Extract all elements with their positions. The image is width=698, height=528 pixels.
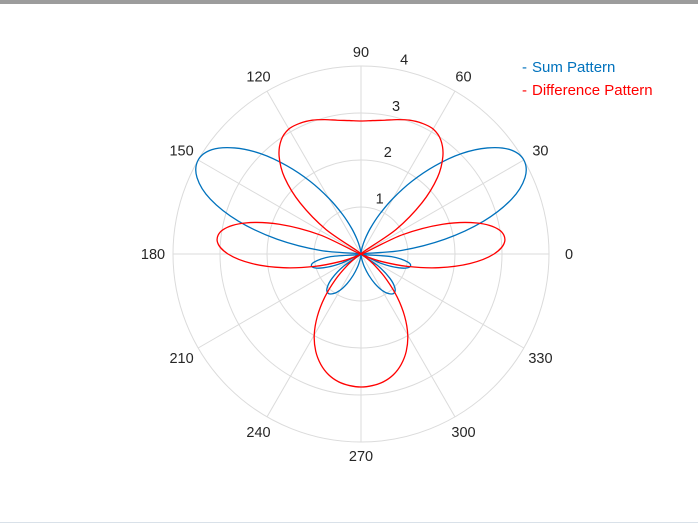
curve-difference-pattern [216, 118, 506, 388]
theta-tick-label-300: 300 [451, 425, 475, 441]
theta-tick-label-270: 270 [349, 449, 373, 465]
theta-tick-label-180: 180 [141, 247, 165, 263]
r-tick-label-1: 1 [376, 191, 384, 207]
r-tick-label-4: 4 [400, 53, 408, 69]
theta-tick-label-150: 150 [169, 144, 193, 160]
window-top-border [0, 0, 698, 4]
legend-item-difference-pattern: - Difference Pattern [522, 79, 653, 102]
theta-tick-label-30: 30 [532, 144, 548, 160]
pattern-curves [195, 118, 527, 388]
legend-label-difference-pattern: Difference Pattern [532, 82, 653, 99]
theta-tick-label-240: 240 [246, 425, 270, 441]
legend-line-marker: - [522, 82, 527, 99]
theta-tick-label-60: 60 [455, 70, 471, 86]
legend-label-sum-pattern: Sum Pattern [532, 59, 616, 76]
legend-item-sum-pattern: - Sum Pattern [522, 56, 653, 79]
theta-tick-label-210: 210 [169, 351, 193, 367]
r-tick-label-3: 3 [392, 99, 400, 115]
theta-tick-label-120: 120 [246, 70, 270, 86]
window-bottom-border [0, 522, 698, 523]
axis-tick-labels: 0 30 60 90 120 150 180 210 240 270 300 330 1 2 3 4 [141, 45, 573, 465]
legend: - Sum Pattern - Difference Pattern [522, 56, 653, 102]
legend-line-marker: - [522, 59, 527, 76]
theta-tick-label-90: 90 [353, 45, 369, 61]
r-tick-label-2: 2 [384, 145, 392, 161]
theta-tick-label-0: 0 [565, 247, 573, 263]
theta-tick-label-330: 330 [528, 351, 552, 367]
